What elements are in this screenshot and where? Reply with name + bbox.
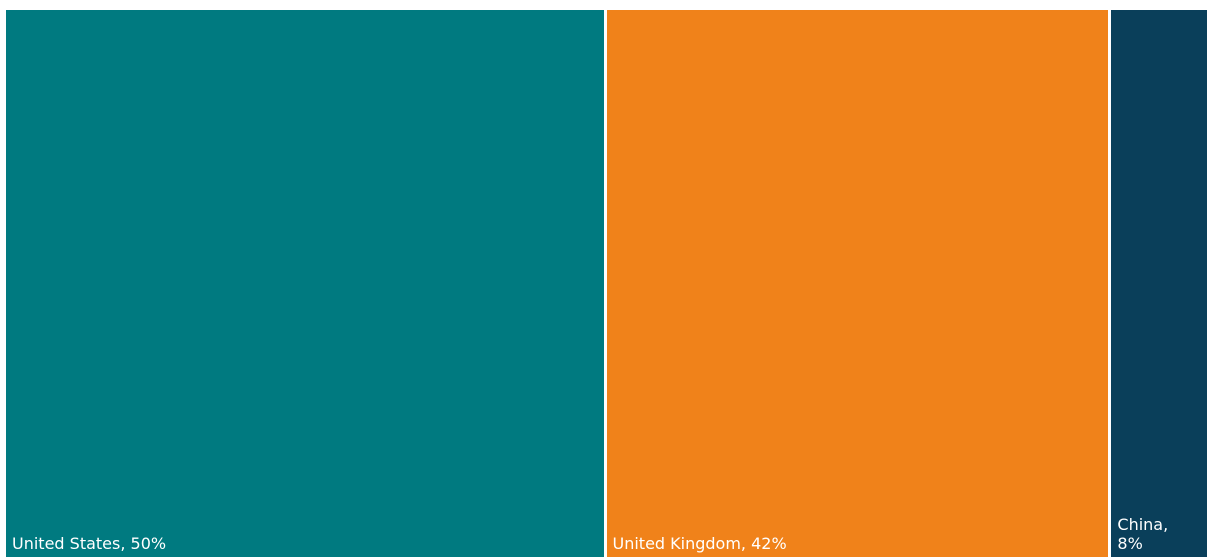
tile: United Kingdom, 42% — [606, 10, 1109, 557]
tile-label: United Kingdom, 42% — [612, 534, 787, 553]
tile: China, 8% — [1111, 10, 1207, 557]
tile-label: China, 8% — [1117, 515, 1169, 553]
tile-label: United States, 50% — [12, 534, 167, 553]
tile: United States, 50% — [6, 10, 604, 557]
treemap: United States, 50% United Kingdom, 42% Chi… — [6, 10, 1207, 557]
